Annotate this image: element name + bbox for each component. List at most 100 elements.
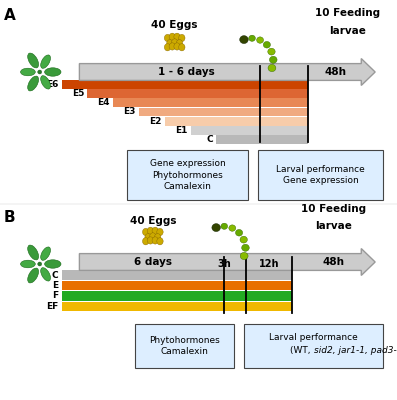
Ellipse shape: [179, 34, 185, 42]
Ellipse shape: [40, 268, 50, 281]
Ellipse shape: [235, 230, 243, 236]
Ellipse shape: [268, 64, 276, 72]
Ellipse shape: [176, 40, 183, 47]
Text: 3h: 3h: [218, 259, 231, 269]
Ellipse shape: [28, 53, 39, 68]
Ellipse shape: [143, 228, 149, 236]
Ellipse shape: [242, 244, 249, 251]
Text: B: B: [4, 210, 15, 225]
Text: 40 Eggs: 40 Eggs: [151, 20, 198, 30]
Bar: [191, 126, 308, 135]
Ellipse shape: [256, 37, 264, 43]
Ellipse shape: [28, 76, 39, 91]
Ellipse shape: [164, 44, 171, 51]
Ellipse shape: [229, 225, 236, 231]
Ellipse shape: [164, 34, 171, 42]
Text: Gene expression
Phytohormones
Camalexin: Gene expression Phytohormones Camalexin: [150, 159, 225, 191]
Ellipse shape: [28, 245, 39, 260]
Ellipse shape: [40, 247, 50, 260]
Text: E2: E2: [149, 117, 162, 126]
Bar: [62, 281, 292, 290]
Ellipse shape: [152, 227, 158, 234]
FancyArrow shape: [79, 248, 375, 276]
Text: E6: E6: [46, 80, 58, 89]
FancyBboxPatch shape: [258, 150, 383, 200]
Ellipse shape: [145, 234, 151, 241]
Text: E3: E3: [123, 108, 136, 116]
Text: E5: E5: [72, 89, 84, 98]
Ellipse shape: [249, 35, 255, 41]
Ellipse shape: [241, 37, 247, 42]
Text: EF: EF: [46, 302, 58, 311]
FancyArrow shape: [79, 58, 375, 86]
Ellipse shape: [268, 48, 275, 55]
Bar: [62, 80, 308, 89]
Ellipse shape: [40, 55, 50, 68]
Bar: [62, 291, 292, 301]
Text: (WT,: (WT,: [290, 346, 314, 355]
Ellipse shape: [21, 68, 35, 76]
Text: E: E: [52, 281, 58, 290]
Text: larvae: larvae: [315, 221, 352, 231]
Text: 12h: 12h: [259, 259, 279, 269]
Ellipse shape: [44, 260, 61, 268]
Text: C: C: [52, 271, 58, 280]
Ellipse shape: [150, 233, 156, 240]
Ellipse shape: [154, 234, 161, 241]
Text: 6 days: 6 days: [134, 257, 172, 267]
Text: Phytohormones
Camalexin: Phytohormones Camalexin: [149, 336, 220, 356]
Text: larvae: larvae: [329, 26, 366, 36]
Ellipse shape: [38, 262, 42, 266]
Text: 10 Feeding: 10 Feeding: [301, 204, 366, 214]
Bar: [216, 135, 308, 144]
Text: F: F: [52, 292, 58, 300]
Ellipse shape: [157, 238, 163, 245]
Text: C: C: [206, 135, 213, 144]
Ellipse shape: [147, 237, 154, 244]
Ellipse shape: [28, 268, 39, 283]
Ellipse shape: [213, 225, 220, 230]
FancyBboxPatch shape: [244, 324, 383, 368]
Bar: [87, 89, 308, 98]
Text: 48h: 48h: [324, 67, 347, 77]
Ellipse shape: [21, 260, 35, 268]
Ellipse shape: [270, 56, 277, 63]
Ellipse shape: [172, 39, 178, 46]
Ellipse shape: [169, 43, 175, 50]
Bar: [62, 270, 292, 280]
Bar: [139, 108, 308, 116]
Bar: [113, 98, 308, 107]
FancyBboxPatch shape: [135, 324, 234, 368]
Ellipse shape: [240, 252, 248, 260]
Text: E1: E1: [175, 126, 187, 135]
Ellipse shape: [240, 236, 247, 243]
Ellipse shape: [263, 42, 270, 48]
Text: E4: E4: [98, 98, 110, 107]
Bar: [62, 302, 292, 311]
Ellipse shape: [212, 224, 220, 232]
Text: sid2, jar1-1, pad3-1): sid2, jar1-1, pad3-1): [314, 346, 397, 355]
Text: 40 Eggs: 40 Eggs: [129, 216, 176, 226]
Text: Larval performance: Larval performance: [269, 334, 358, 342]
Ellipse shape: [40, 76, 50, 89]
FancyBboxPatch shape: [127, 150, 248, 200]
Ellipse shape: [44, 68, 61, 76]
Text: 48h: 48h: [322, 257, 345, 267]
Ellipse shape: [167, 40, 173, 47]
Ellipse shape: [221, 223, 227, 229]
Ellipse shape: [169, 33, 175, 40]
Ellipse shape: [174, 43, 180, 50]
Ellipse shape: [157, 228, 163, 236]
Ellipse shape: [152, 237, 158, 244]
Text: 1 - 6 days: 1 - 6 days: [158, 67, 215, 77]
Ellipse shape: [147, 227, 154, 234]
Text: 10 Feeding: 10 Feeding: [315, 8, 380, 18]
Ellipse shape: [240, 36, 248, 44]
Text: A: A: [4, 8, 16, 23]
Bar: [165, 117, 308, 126]
Text: Larval performance
Gene expression: Larval performance Gene expression: [276, 165, 365, 186]
Ellipse shape: [38, 70, 42, 74]
Ellipse shape: [174, 33, 180, 40]
Ellipse shape: [143, 238, 149, 245]
Ellipse shape: [179, 44, 185, 51]
